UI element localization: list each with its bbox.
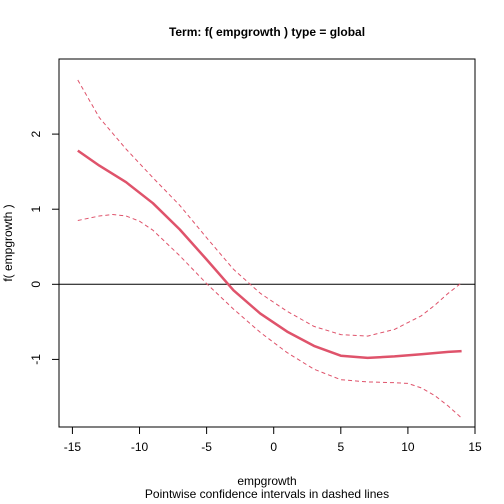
x-tick-label: 0 <box>270 440 277 454</box>
plot-content <box>59 79 475 419</box>
x-tick-label: 5 <box>337 440 344 454</box>
x-axis: -15 -10 -5 0 5 10 15 <box>64 426 482 454</box>
x-tick-label: 10 <box>401 440 415 454</box>
x-axis-label: empgrowth <box>237 474 296 488</box>
x-tick-label: -15 <box>64 440 82 454</box>
y-tick-label: -1 <box>29 354 43 365</box>
lower-confidence-curve <box>77 214 462 419</box>
y-axis-label: f( empgrowth ) <box>1 204 15 281</box>
chart-title: Term: f( empgrowth ) type = global <box>169 25 365 39</box>
y-axis: -1 0 1 2 <box>29 130 60 365</box>
upper-confidence-curve <box>77 79 462 337</box>
chart-subtitle: Pointwise confidence intervals in dashed… <box>145 487 389 501</box>
y-tick-label: 2 <box>29 130 43 137</box>
estimate-curve <box>77 149 462 360</box>
x-tick-label: -5 <box>201 440 212 454</box>
x-tick-label: 15 <box>468 440 482 454</box>
y-tick-label: 1 <box>29 206 43 213</box>
y-tick-label: 0 <box>29 281 43 288</box>
x-tick-label: -10 <box>131 440 149 454</box>
plot-frame <box>58 58 476 428</box>
